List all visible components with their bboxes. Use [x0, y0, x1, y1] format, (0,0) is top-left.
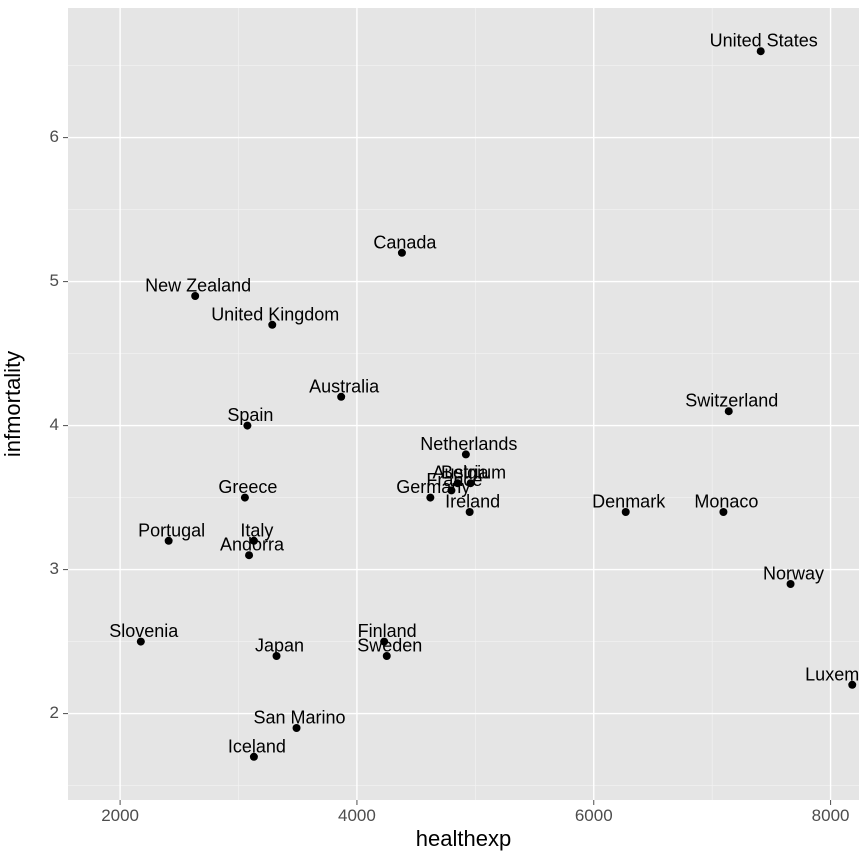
data-label: Slovenia — [109, 621, 179, 641]
x-axis-title: healthexp — [416, 826, 511, 851]
data-label: Ireland — [445, 492, 500, 512]
data-label: Portugal — [138, 520, 205, 540]
x-tick-label: 2000 — [101, 806, 139, 825]
data-label: Spain — [227, 405, 273, 425]
data-label: Luxembourg — [805, 664, 864, 684]
data-label: Norway — [763, 564, 824, 584]
data-label: Sweden — [357, 636, 422, 656]
data-label: United Kingdom — [211, 304, 339, 324]
x-tick-label: 4000 — [338, 806, 376, 825]
y-axis-title: infmortality — [0, 351, 25, 457]
data-label: Canada — [373, 232, 437, 252]
y-tick-label: 3 — [50, 559, 59, 578]
data-label: Switzerland — [685, 391, 778, 411]
data-label: Japan — [255, 636, 304, 656]
data-label: Greece — [218, 477, 277, 497]
scatter-chart: 2000 4000 6000 8000 2 3 4 5 6 healthexp infmortali… — [0, 0, 864, 864]
data-label: United States — [710, 31, 818, 51]
data-label: Denmark — [592, 492, 666, 512]
data-label: Netherlands — [420, 434, 517, 454]
data-label: Monaco — [694, 492, 758, 512]
data-label: Italy — [240, 520, 273, 540]
y-tick-label: 6 — [50, 127, 59, 146]
data-label: San Marino — [253, 708, 345, 728]
x-tick-label: 6000 — [575, 806, 613, 825]
data-label: New Zealand — [145, 276, 251, 296]
y-tick-label: 5 — [50, 271, 59, 290]
data-label: Iceland — [228, 736, 286, 756]
y-tick-label: 4 — [50, 415, 59, 434]
x-tick-label: 8000 — [812, 806, 850, 825]
data-label: Australia — [309, 376, 380, 396]
y-tick-label: 2 — [50, 703, 59, 722]
